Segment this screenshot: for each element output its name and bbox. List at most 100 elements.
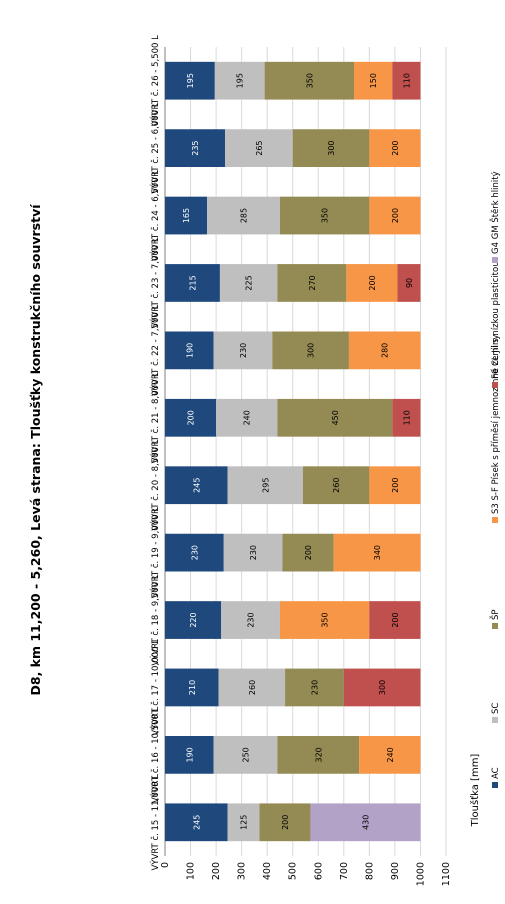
bar-segment <box>292 129 370 168</box>
data-label: 200 <box>391 208 400 223</box>
bar-segment <box>225 129 293 168</box>
data-label-group: 190 <box>185 343 194 358</box>
data-label-group: 235 <box>191 140 200 155</box>
bar-segment <box>343 668 421 707</box>
data-label: 110 <box>402 73 411 88</box>
bar-segment <box>165 264 220 302</box>
bar-segment <box>392 398 421 437</box>
data-label-group: 200 <box>391 208 400 223</box>
data-label: 200 <box>391 140 400 155</box>
data-label: 450 <box>331 410 340 425</box>
data-label-group: 210 <box>188 680 197 695</box>
value-tick-label: 0 <box>160 862 171 868</box>
value-tick-label: 1000 <box>415 862 426 886</box>
value-tick-label: 500 <box>288 862 299 880</box>
data-label: 320 <box>314 747 323 762</box>
data-label-group: 270 <box>308 275 317 290</box>
data-label-group: 110 <box>402 73 411 88</box>
legend-item: S3 S-F Písek s příměsí jemnozrnné zeminy <box>490 335 501 514</box>
legend-label: S3 S-F Písek s příměsí jemnozrnné zeminy <box>490 335 501 514</box>
data-label-group: 340 <box>373 545 382 560</box>
data-label: 350 <box>305 73 314 88</box>
data-label: 200 <box>368 275 377 290</box>
data-label: 240 <box>386 747 395 762</box>
data-label: 295 <box>261 478 270 493</box>
bar-segment <box>214 61 265 100</box>
data-label-group: 240 <box>243 410 252 425</box>
data-label-group: 165 <box>182 208 191 223</box>
category-label: VÝVRT č. 18 - 9,500 L <box>149 574 161 665</box>
category-label-group: VÝVRT č. 19 - 9,000 L <box>149 507 161 598</box>
category-label: VÝVRT č. 24 - 6,500 L <box>149 170 161 261</box>
data-label: 215 <box>188 275 197 290</box>
tick-label-group: 0 <box>160 862 171 868</box>
data-label: 270 <box>308 275 317 290</box>
legend-label: G4 GM Štěrk hlinitý <box>489 171 501 254</box>
tick-label-group: 600 <box>313 862 324 880</box>
bar-segment <box>333 533 421 572</box>
tick-label-group: 200 <box>211 862 222 880</box>
legend-label: SC <box>491 703 501 714</box>
legend-item: F6 CL Jíl s nízkou plasticitou <box>491 261 501 379</box>
value-tick-label: 900 <box>390 862 401 880</box>
data-label-group: 195 <box>236 73 245 88</box>
bar-segment <box>165 398 217 437</box>
category-label: VÝVRT č. 21 - 8,000 L <box>149 372 161 463</box>
data-label-group: 300 <box>327 140 336 155</box>
bar-segment <box>369 196 421 235</box>
bar-segment <box>302 466 370 505</box>
data-label: 210 <box>188 680 197 695</box>
tick-label-group: 500 <box>288 862 299 880</box>
bar-segment <box>165 466 228 505</box>
data-label: 250 <box>241 747 250 762</box>
data-label-group: 230 <box>247 612 256 627</box>
data-label: 200 <box>391 612 400 627</box>
data-label: 200 <box>304 545 313 560</box>
bar-segment <box>369 601 421 639</box>
legend-item: SC <box>491 703 501 714</box>
data-label-group: 195 <box>186 73 195 88</box>
category-label: VÝVRT č. 15 - 11,000 L <box>149 774 161 871</box>
legend-swatch <box>492 382 498 388</box>
category-label-group: VÝVRT č. 15 - 11,000 L <box>149 774 161 871</box>
data-label: 240 <box>243 410 252 425</box>
category-label-group: VÝVRT č. 26 - 5,500 L <box>149 35 161 126</box>
data-label-group: 295 <box>261 478 270 493</box>
data-label: 280 <box>381 343 390 358</box>
tick-label-group: 1100 <box>441 862 452 886</box>
bar-segment <box>369 129 421 168</box>
data-label-group: 300 <box>307 343 316 358</box>
data-label-group: 200 <box>368 275 377 290</box>
bar-segment <box>165 601 222 639</box>
data-label-group: 200 <box>304 545 313 560</box>
data-label-group: 230 <box>310 680 319 695</box>
data-label-group: 230 <box>190 545 199 560</box>
bar-segment <box>165 533 224 572</box>
data-label-group: 200 <box>391 478 400 493</box>
bar-segment <box>392 61 421 100</box>
data-label: 110 <box>402 410 411 425</box>
tick-label-group: 800 <box>364 862 375 880</box>
data-label-group: 190 <box>185 747 194 762</box>
category-label: VÝVRT č. 17 - 10,000 L <box>149 639 161 736</box>
data-label-group: 350 <box>321 612 330 627</box>
data-label: 165 <box>182 208 191 223</box>
bar-segment <box>223 533 283 572</box>
category-label: VÝVRT č. 19 - 9,000 L <box>149 507 161 598</box>
data-label: 230 <box>249 545 258 560</box>
value-tick-label: 100 <box>186 862 197 880</box>
data-label: 340 <box>373 545 382 560</box>
data-label-group: 430 <box>362 815 371 830</box>
data-label-group: 200 <box>391 140 400 155</box>
legend-swatch <box>492 717 498 723</box>
data-label: 285 <box>240 208 249 223</box>
value-tick-label: 600 <box>313 862 324 880</box>
data-label: 350 <box>321 612 330 627</box>
bar-segment <box>216 398 278 437</box>
value-tick-label: 800 <box>364 862 375 880</box>
tick-label-group: 1000 <box>415 862 426 886</box>
legend-swatch <box>492 257 498 263</box>
bar-segment <box>359 735 421 774</box>
legend-swatch <box>492 782 498 788</box>
value-tick-label: 300 <box>237 862 248 880</box>
